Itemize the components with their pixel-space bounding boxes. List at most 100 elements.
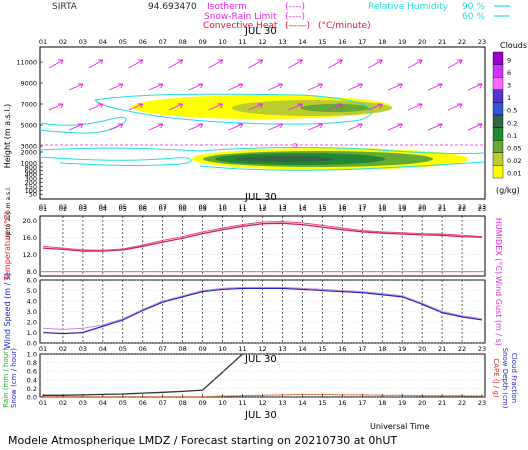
wind-arrow-head (457, 103, 463, 109)
wind-arrow-shaft (208, 59, 223, 69)
y-tick-0.0: 0.0 (27, 340, 37, 348)
colorbar-swatch (492, 51, 504, 65)
colorbar-swatch (492, 89, 504, 103)
temp-top-hour-21: 21 (438, 205, 446, 213)
precip-bottom-hour-20: 20 (418, 399, 426, 407)
colorbar-swatch (492, 64, 504, 78)
wind-arrow-head (417, 59, 423, 65)
snow-axis-label: Snow (cm / hour) (10, 348, 18, 408)
temp-top-hour-07: 07 (159, 205, 167, 213)
cloud-panel-bottom-hour-ticks: 01 02 03 04 05 06 07 08 09 10 11 12 13 14 15 16 17 18 19 20… (39, 203, 486, 211)
wind-arrow-shaft (88, 59, 104, 69)
height-tick-9000: 9000 (20, 80, 37, 88)
wind-arrow-head (477, 123, 483, 129)
colorbar-swatch (492, 165, 504, 179)
legend-convective-unit: (°C/minute) (318, 21, 371, 31)
cloud-top-hour-17: 17 (358, 38, 366, 46)
rh-value-2: 60 % (462, 12, 485, 22)
temp-top-hour-19: 19 (398, 205, 406, 213)
cloud-top-hour-01: 01 (39, 38, 47, 46)
legend-isotherm-label: Isotherm (207, 2, 247, 12)
wind-arrow-head (317, 83, 323, 89)
cloud-panel-date: JUL 30 (244, 26, 277, 37)
precip-top-hour-23: 23 (478, 345, 486, 353)
wind-arrow-shaft (68, 123, 84, 131)
wind-arrow-shaft (408, 103, 423, 111)
height-tick-300: 300 (25, 175, 37, 183)
precip-top-hour-02: 02 (59, 345, 67, 353)
precip-panel-date: JUL 30 (244, 354, 277, 365)
wind-arrow-head (137, 59, 144, 65)
precip-top-hour-19: 19 (398, 345, 406, 353)
y-tick-16.0: 16.0 (23, 234, 37, 242)
temp-top-hour-22: 22 (458, 205, 466, 213)
temp-top-hour-06: 06 (139, 205, 147, 213)
wind-panel: 6.0 5.0 4.0 3.0 2.0 1.0 0.0 Wind Speed (m / s)… (3, 273, 503, 349)
precip-bottom-hour-11: 11 (238, 399, 246, 407)
wind-arrow-head (457, 59, 463, 65)
wind-arrow-head (417, 103, 423, 109)
cloud-top-hour-16: 16 (338, 38, 346, 46)
wind-arrow-head (357, 83, 363, 89)
cloud-layers (132, 95, 468, 170)
wind-arrow-head (277, 83, 283, 89)
temp-top-hour-15: 15 (318, 205, 326, 213)
cloud-bottom-hour-17: 17 (358, 203, 366, 211)
temp-top-hour-04: 04 (99, 205, 107, 213)
y-tick-0.2: 0.2 (27, 385, 37, 393)
cloud-bottom-hour-11: 11 (238, 203, 246, 211)
cloud-top-hour-13: 13 (278, 38, 286, 46)
wind-arrow-shaft (467, 123, 483, 131)
colorbar-tick-0.01: 0.01 (507, 170, 521, 178)
wind-arrow-head (437, 123, 443, 129)
wind-arrow-head (157, 123, 164, 129)
wind-arrow-shaft (88, 103, 104, 111)
wind-arrow-head (77, 123, 84, 129)
colorbar-swatch (492, 102, 504, 116)
precip-top-hour-17: 17 (358, 345, 366, 353)
wind-arrow-shaft (208, 103, 223, 111)
wind-arrow-head (377, 103, 383, 109)
cloud-bottom-hour-21: 21 (438, 203, 446, 211)
wind-arrow-shaft (48, 59, 64, 69)
y-tick-0.6: 0.6 (27, 368, 37, 376)
temperature-panel-hour-lines (62, 216, 463, 276)
series-line (42, 287, 483, 335)
wind-arrow-shaft (368, 59, 383, 69)
y-tick-5.0: 5.0 (27, 287, 37, 295)
cloud-top-hour-19: 19 (398, 38, 406, 46)
cloud-bottom-hour-18: 18 (378, 203, 386, 211)
temp-top-hour-23: 23 (478, 205, 486, 213)
precip-top-hour-21: 21 (438, 345, 446, 353)
mid-cloud-core (300, 104, 370, 112)
precip-panel-frame (39, 353, 486, 398)
precip-top-hour-15: 15 (318, 345, 326, 353)
legend-convective-label: Convective Heat (203, 21, 278, 31)
header: SIRTA 94.693470 Isotherm (----) Snow-Rai… (52, 2, 510, 31)
y-tick-6.0: 6.0 (27, 277, 37, 285)
wind-arrow-head (357, 123, 363, 129)
rh-label: Relative Humidity (368, 2, 449, 12)
y-tick-4.0: 4.0 (27, 298, 37, 306)
series-line (42, 222, 483, 252)
precip-bottom-hour-22: 22 (458, 399, 466, 407)
precip-bottom-hour-13: 13 (278, 399, 286, 407)
temperature-panel: Up to 200 m a.s.l. 01 02 03 04 05 06 07 08 09 10 1… (3, 186, 503, 281)
legend-snowrain-symbol: (----) (285, 12, 305, 22)
wind-arrow-shaft (188, 123, 203, 131)
precip-bottom-hour-18: 18 (378, 399, 386, 407)
wind-arrow-shaft (308, 83, 323, 91)
colorbar-tick-0.5: 0.5 (507, 107, 517, 115)
wind-arrow-shaft (268, 123, 283, 131)
humidity-contour-2 (94, 93, 373, 125)
colorbar-unit: (g/kg) (496, 186, 520, 195)
precip-bottom-hour-03: 03 (79, 399, 87, 407)
height-tick-5000: 5000 (20, 122, 37, 130)
precip-bottom-hour-08: 08 (179, 399, 187, 407)
wind-arrow-head (117, 83, 124, 89)
colorbar-tick-0.1: 0.1 (507, 132, 517, 140)
y-tick-1.0: 1.0 (27, 351, 37, 359)
precip-panel-bottom-hour-ticks: 01 02 03 04 05 06 07 08 09 10 11 12 13 14 15 16 17 18 19 20… (39, 394, 486, 407)
wind-arrow-shaft (248, 59, 263, 69)
precip-bottom-hour-21: 21 (438, 399, 446, 407)
